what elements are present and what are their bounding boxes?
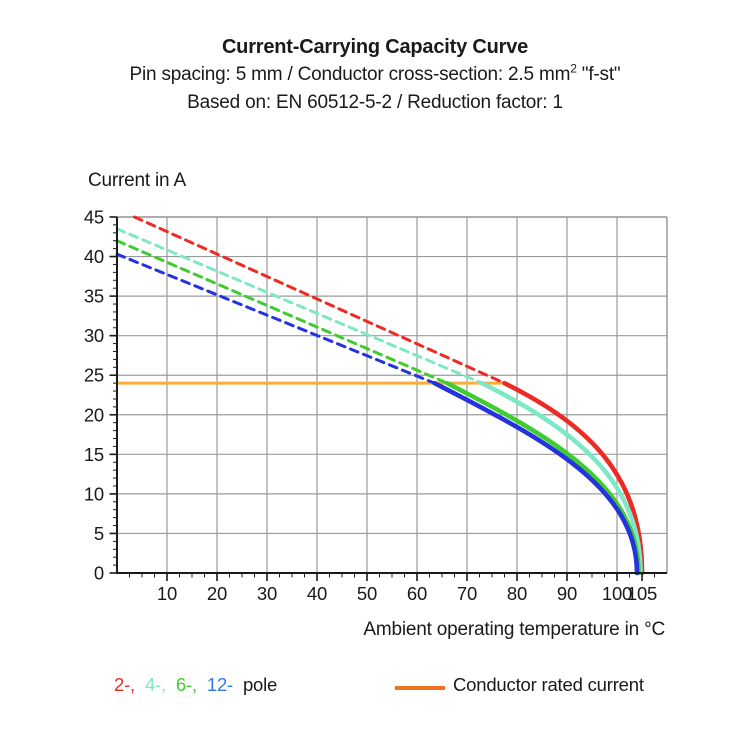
x-tick-label-105: 105 xyxy=(627,583,657,604)
y-tick-label-40: 40 xyxy=(84,246,104,267)
y-tick-label-5: 5 xyxy=(94,523,104,544)
axis-ticks xyxy=(109,216,655,581)
y-tick-label-25: 25 xyxy=(84,365,104,386)
y-tick-label-20: 20 xyxy=(84,404,104,425)
x-tick-label-70: 70 xyxy=(457,583,477,604)
series-4-pole-solid xyxy=(479,380,643,576)
y-tick-label-45: 45 xyxy=(84,207,104,228)
chart-header: Current-Carrying Capacity Curve Pin spac… xyxy=(0,33,750,117)
y-tick-label-35: 35 xyxy=(84,286,104,307)
x-tick-label-10: 10 xyxy=(157,583,177,604)
superscript-2: 2 xyxy=(570,61,577,76)
rated-current-label: Conductor rated current xyxy=(453,674,644,695)
x-tick-label-60: 60 xyxy=(407,583,427,604)
rated-current-swatch xyxy=(395,686,445,690)
chart-title: Current-Carrying Capacity Curve xyxy=(221,36,529,58)
legend-poles: 2-, 4-, 6-, 12- pole xyxy=(114,674,282,696)
y-tick-label-10: 10 xyxy=(84,483,104,504)
series-2-pole xyxy=(133,215,645,576)
x-tick-label-20: 20 xyxy=(207,583,227,604)
legend-pole-2: 2-, xyxy=(114,674,135,695)
x-tick-label-100: 100 xyxy=(602,583,632,604)
axes xyxy=(116,217,667,574)
y-tick-label-30: 30 xyxy=(84,325,104,346)
chart-basis: Based on: EN 60512-5-2 / Reduction facto… xyxy=(187,92,563,113)
y-axis-title: Current in A xyxy=(88,170,186,191)
legend-pole-6: 6-, xyxy=(175,674,197,695)
gridlines xyxy=(117,216,668,573)
y-tick-label-0: 0 xyxy=(94,563,104,584)
x-tick-label-90: 90 xyxy=(557,583,577,604)
x-axis-title: Ambient operating temperature in °C xyxy=(363,619,665,640)
legend-pole-12: 12- xyxy=(206,674,233,695)
legend-pole-word: pole xyxy=(242,674,278,695)
series-12-pole-solid xyxy=(432,380,640,576)
series-2-pole-solid xyxy=(502,380,645,576)
x-tick-label-30: 30 xyxy=(257,583,277,604)
series-curves xyxy=(115,215,645,576)
y-tick-label-15: 15 xyxy=(84,444,104,465)
legend-pole-4: 4-, xyxy=(144,674,166,695)
chart-subtitle: Pin spacing: 5 mm / Conductor cross-sect… xyxy=(129,61,621,85)
x-tick-label-40: 40 xyxy=(307,583,327,604)
series-4-pole xyxy=(115,227,643,576)
x-tick-label-80: 80 xyxy=(507,583,527,604)
series-12-pole xyxy=(115,252,640,576)
x-tick-label-50: 50 xyxy=(357,583,377,604)
series-6-pole xyxy=(115,239,641,576)
